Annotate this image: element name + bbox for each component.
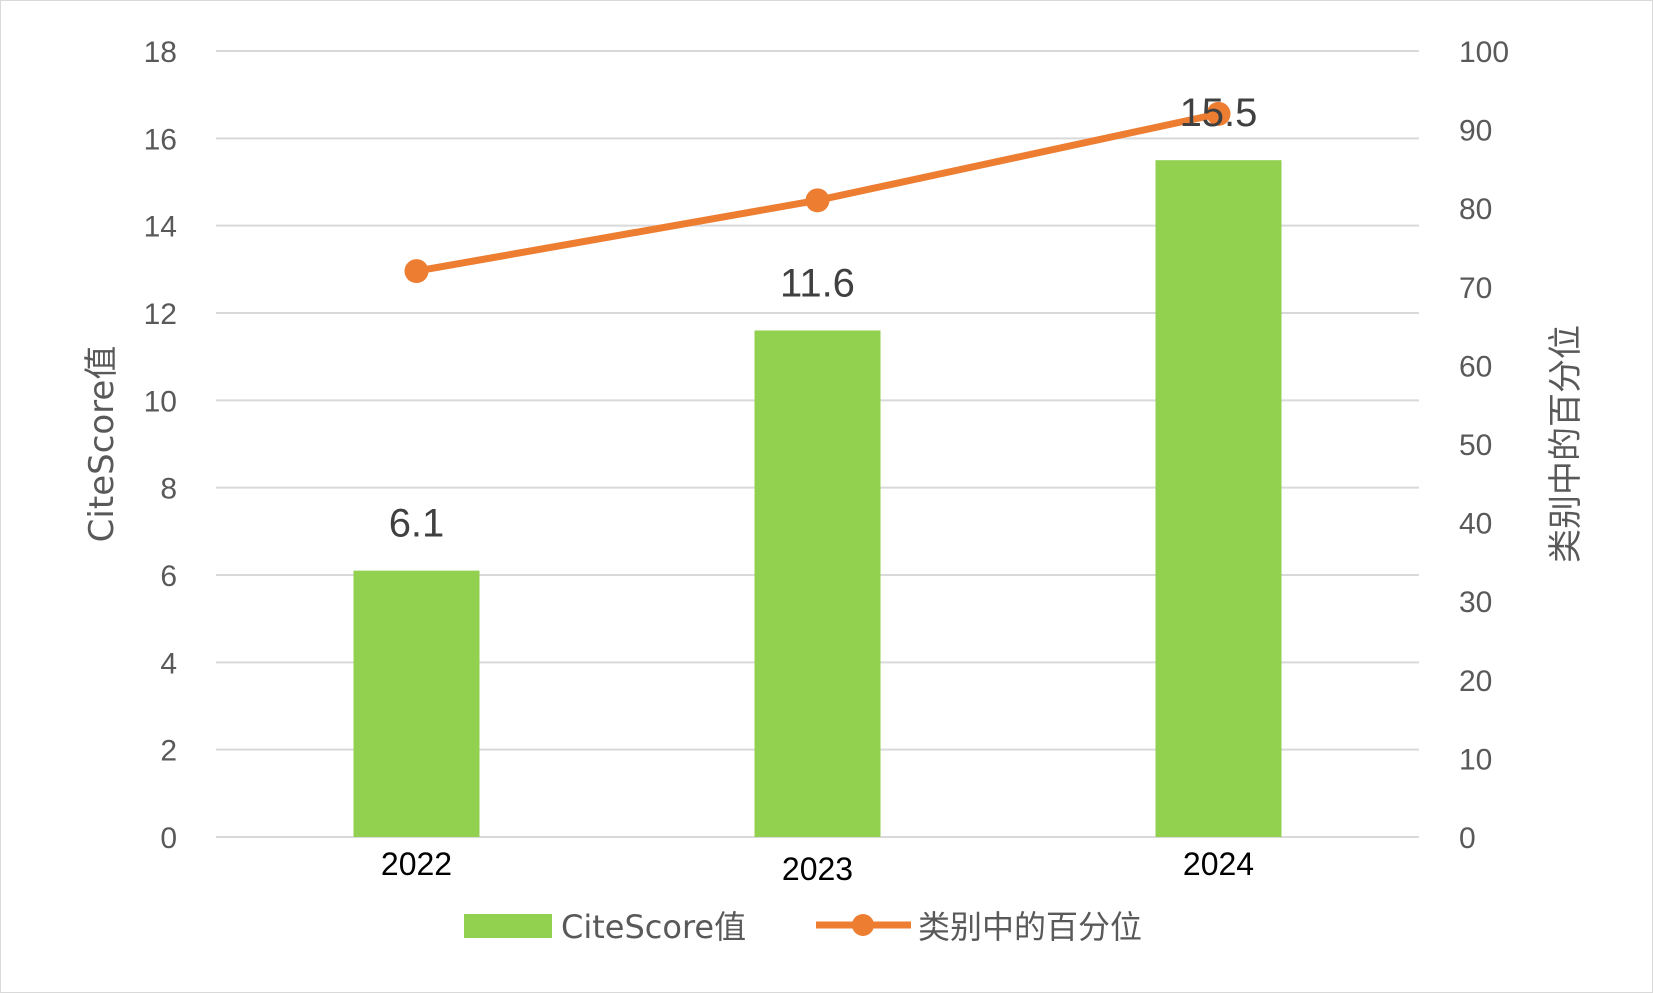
y-tick-label: 10 xyxy=(144,385,177,418)
bar-2023 xyxy=(754,330,881,837)
line-point-2022 xyxy=(404,259,429,284)
bar-2024 xyxy=(1155,160,1282,837)
data-labels: 6.1 11.6 15.5 xyxy=(389,91,1258,545)
y2-axis-ticks: 0 10 20 30 40 50 60 70 80 90 100 xyxy=(1459,36,1509,855)
line-series xyxy=(404,101,1231,284)
legend-swatch-bar xyxy=(464,914,552,938)
line-point-2024 xyxy=(1206,101,1231,126)
y2-tick-label: 60 xyxy=(1459,350,1492,383)
y2-tick-label: 80 xyxy=(1459,193,1492,226)
y-tick-label: 2 xyxy=(160,735,177,768)
y-tick-label: 4 xyxy=(160,647,177,680)
y-tick-label: 12 xyxy=(144,298,177,331)
y2-tick-label: 50 xyxy=(1459,429,1492,462)
y2-tick-label: 90 xyxy=(1459,115,1492,148)
y-tick-label: 14 xyxy=(144,211,177,244)
y-tick-label: 18 xyxy=(144,36,177,69)
legend-label-line: 类别中的百分位 xyxy=(918,908,1142,946)
y2-tick-label: 20 xyxy=(1459,665,1492,698)
y-tick-label: 6 xyxy=(160,560,177,593)
y2-tick-label: 100 xyxy=(1459,36,1509,69)
x-tick-label-2023: 2023 xyxy=(782,851,853,887)
y-tick-label: 16 xyxy=(144,123,177,156)
y2-tick-label: 0 xyxy=(1459,822,1476,855)
y-tick-label: 8 xyxy=(160,473,177,506)
x-axis-ticks: 2022 2023 2024 xyxy=(381,846,1254,887)
y-axis-ticks: 0 2 4 6 8 10 12 14 16 18 xyxy=(144,36,177,855)
data-label-2022: 6.1 xyxy=(389,502,445,546)
y2-tick-label: 30 xyxy=(1459,586,1492,619)
line-point-2023 xyxy=(805,188,830,213)
legend: CiteScore值 类别中的百分位 xyxy=(464,908,1142,946)
data-label-2023: 11.6 xyxy=(780,261,855,305)
data-label-2024: 15.5 xyxy=(1180,91,1258,135)
y2-tick-label: 70 xyxy=(1459,272,1492,305)
x-tick-label-2024: 2024 xyxy=(1183,846,1254,882)
y2-tick-label: 10 xyxy=(1459,743,1492,776)
legend-label-bar: CiteScore值 xyxy=(561,908,746,946)
y-tick-label: 0 xyxy=(160,822,177,855)
y2-axis-title: 类别中的百分位 xyxy=(1546,325,1586,563)
x-tick-label-2022: 2022 xyxy=(381,846,452,882)
bar-series xyxy=(353,160,1282,837)
bar-2022 xyxy=(353,570,480,837)
legend-swatch-marker xyxy=(852,914,874,936)
y2-tick-label: 40 xyxy=(1459,508,1492,541)
y-axis-title: CiteScore值 xyxy=(82,346,122,543)
